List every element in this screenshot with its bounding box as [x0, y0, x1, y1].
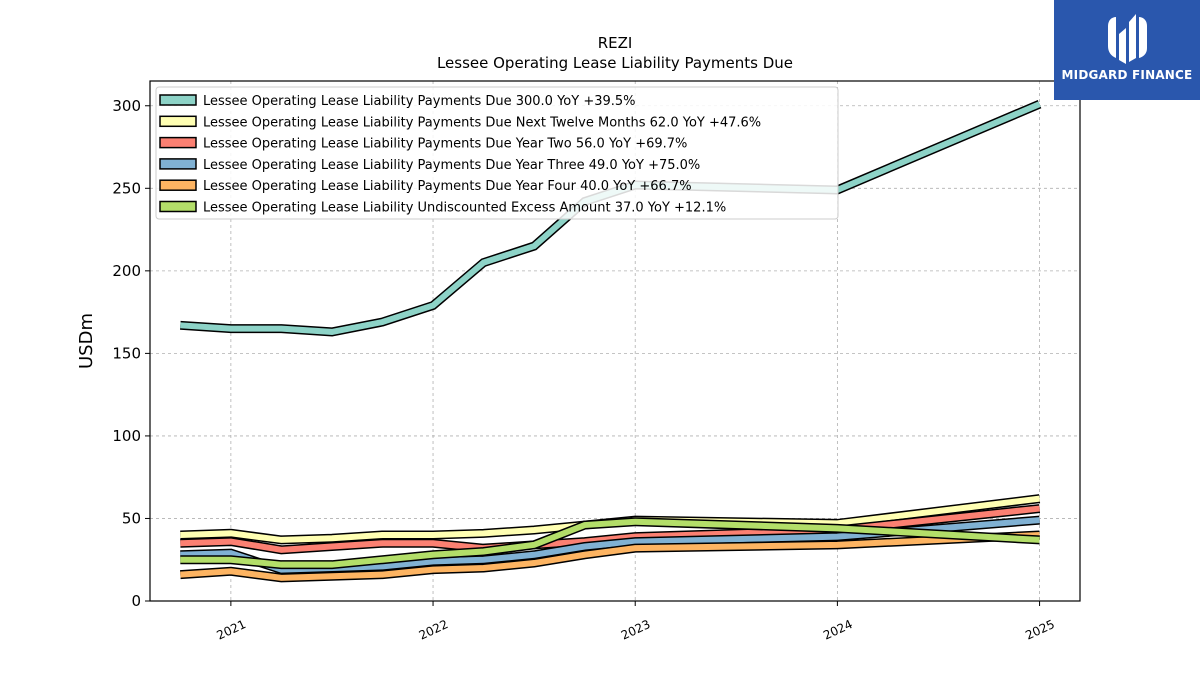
- y-tick-label: 150: [112, 344, 141, 362]
- legend-swatch: [159, 115, 197, 128]
- legend: Lessee Operating Lease Liability Payment…: [155, 86, 839, 220]
- x-tick-label: 2024: [821, 617, 855, 643]
- series-lines: [180, 99, 1042, 583]
- legend-swatch: [159, 94, 197, 106]
- x-tick-label: 2022: [417, 617, 451, 643]
- y-tick-label: 0: [131, 592, 141, 610]
- legend-entry: Lessee Operating Lease Liability Payment…: [203, 158, 700, 173]
- legend-entry: Lessee Operating Lease Liability Payment…: [203, 115, 761, 130]
- y-tick-label: 200: [112, 262, 141, 280]
- legend-box: [155, 86, 839, 220]
- chart-subtitle: Lessee Operating Lease Liability Payment…: [437, 54, 793, 72]
- legend-swatch: [159, 179, 197, 191]
- x-tick-label: 2021: [215, 617, 249, 643]
- y-tick-label: 250: [112, 179, 141, 197]
- y-tick-label: 50: [122, 509, 141, 527]
- legend-swatch: [159, 158, 197, 170]
- y-tick-label: 100: [112, 427, 141, 445]
- legend-entry: Lessee Operating Lease Liability Payment…: [203, 179, 692, 194]
- y-axis-label: USDm: [76, 313, 97, 369]
- brand-name: MIDGARD FINANCE: [1061, 68, 1193, 82]
- x-tick-label: 2025: [1023, 617, 1057, 643]
- legend-swatch: [159, 200, 197, 213]
- plot-frame: [149, 80, 1081, 602]
- midgard-logo-icon: [1108, 14, 1147, 64]
- legend-swatch: [159, 136, 197, 149]
- legend-entry: Lessee Operating Lease Liability Payment…: [203, 94, 636, 109]
- series-line: [180, 518, 1040, 568]
- series-line: [180, 505, 1040, 553]
- legend-entry: Lessee Operating Lease Liability Undisco…: [203, 201, 726, 216]
- x-tick-label: 2023: [619, 617, 653, 643]
- y-tick-label: 300: [112, 97, 141, 115]
- brand-logo: MIDGARD FINANCE: [1054, 0, 1200, 100]
- chart-title: REZI: [598, 34, 633, 52]
- legend-entry: Lessee Operating Lease Liability Payment…: [203, 137, 687, 152]
- series-line: [180, 531, 1040, 581]
